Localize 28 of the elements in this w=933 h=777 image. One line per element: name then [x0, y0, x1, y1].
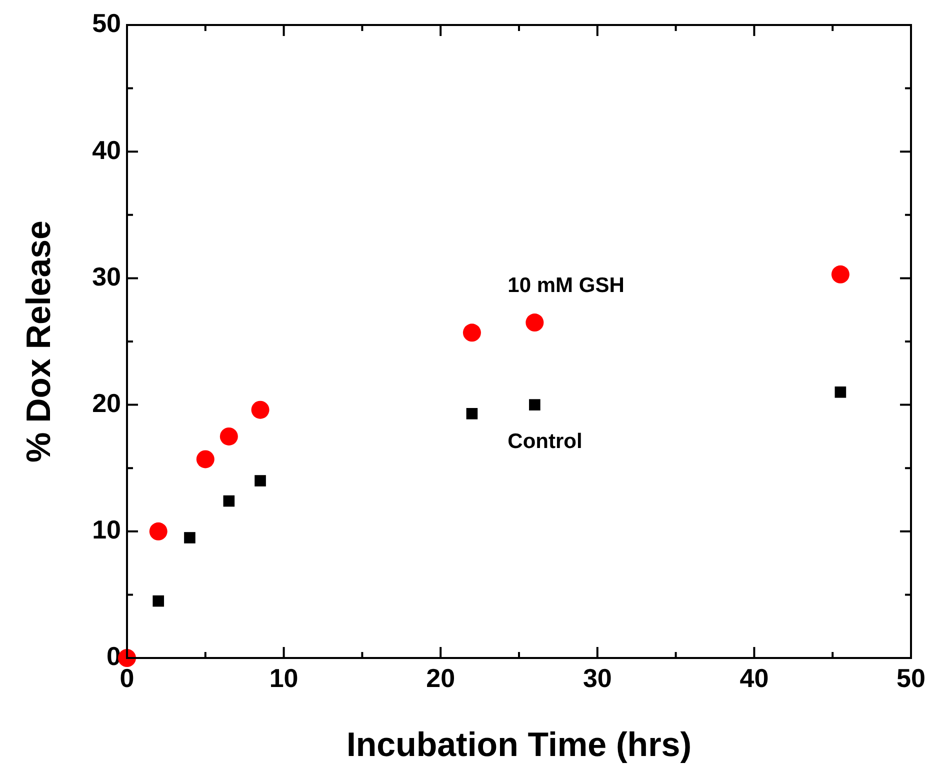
series-label: Control	[508, 430, 582, 454]
series-label: 10 mM GSH	[508, 274, 624, 297]
point	[223, 495, 235, 507]
point	[196, 450, 214, 468]
point	[152, 595, 164, 607]
point	[834, 386, 846, 398]
x-tick-label: 40	[740, 662, 769, 693]
point	[526, 314, 544, 332]
point	[831, 265, 850, 284]
x-axis-title: Incubation Time (hrs)	[346, 726, 692, 764]
point	[220, 427, 238, 446]
y-tick-label: 40	[92, 134, 121, 165]
y-axis-title: % Dox Release	[20, 220, 58, 462]
x-tick-label: 10	[269, 662, 298, 693]
x-tick-label: 50	[896, 662, 926, 693]
point	[529, 399, 540, 410]
y-tick-label: 50	[92, 8, 121, 38]
point	[149, 522, 168, 540]
point	[462, 324, 481, 342]
x-tick-label: 20	[426, 662, 456, 693]
y-tick-label: 20	[92, 388, 121, 418]
point	[184, 532, 196, 544]
y-tick-label: 30	[92, 261, 121, 292]
x-tick-label: 30	[582, 662, 612, 693]
point	[251, 400, 270, 419]
point	[254, 475, 266, 486]
point	[466, 408, 478, 420]
y-tick-label: 10	[92, 514, 121, 545]
